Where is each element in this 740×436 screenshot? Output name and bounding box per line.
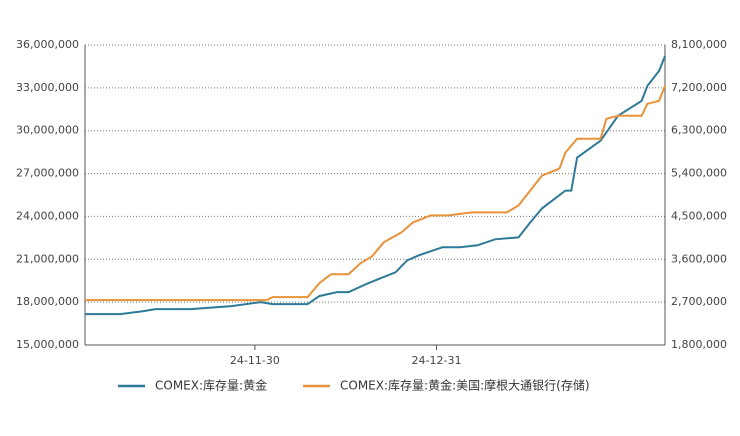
y-tick-label: 15,000,000 <box>16 338 79 351</box>
y2-tick-label: 6,300,000 <box>671 124 727 137</box>
y-tick-label: 33,000,000 <box>16 81 79 94</box>
y2-tick-label: 4,500,000 <box>671 209 727 222</box>
y-tick-label: 21,000,000 <box>16 252 79 265</box>
y2-tick-label: 2,700,000 <box>671 295 727 308</box>
y2-tick-label: 7,200,000 <box>671 81 727 94</box>
y2-tick-label: 3,600,000 <box>671 252 727 265</box>
y-tick-label: 18,000,000 <box>16 295 79 308</box>
x-tick-label: 24-12-31 <box>412 354 462 367</box>
legend-label: COMEX:库存量:黄金:美国:摩根大通银行(存储) <box>340 378 590 393</box>
x-tick-label: 24-11-30 <box>230 354 280 367</box>
legend-label: COMEX:库存量:黄金 <box>155 378 267 393</box>
series-line <box>85 85 666 302</box>
series-line <box>85 55 666 316</box>
y-tick-label: 27,000,000 <box>16 167 79 180</box>
y-tick-label: 36,000,000 <box>16 38 79 51</box>
y-tick-label: 30,000,000 <box>16 124 79 137</box>
y2-tick-label: 5,400,000 <box>671 167 727 180</box>
y-tick-label: 24,000,000 <box>16 209 79 222</box>
y2-tick-label: 1,800,000 <box>671 338 727 351</box>
y2-tick-label: 8,100,000 <box>671 38 727 51</box>
